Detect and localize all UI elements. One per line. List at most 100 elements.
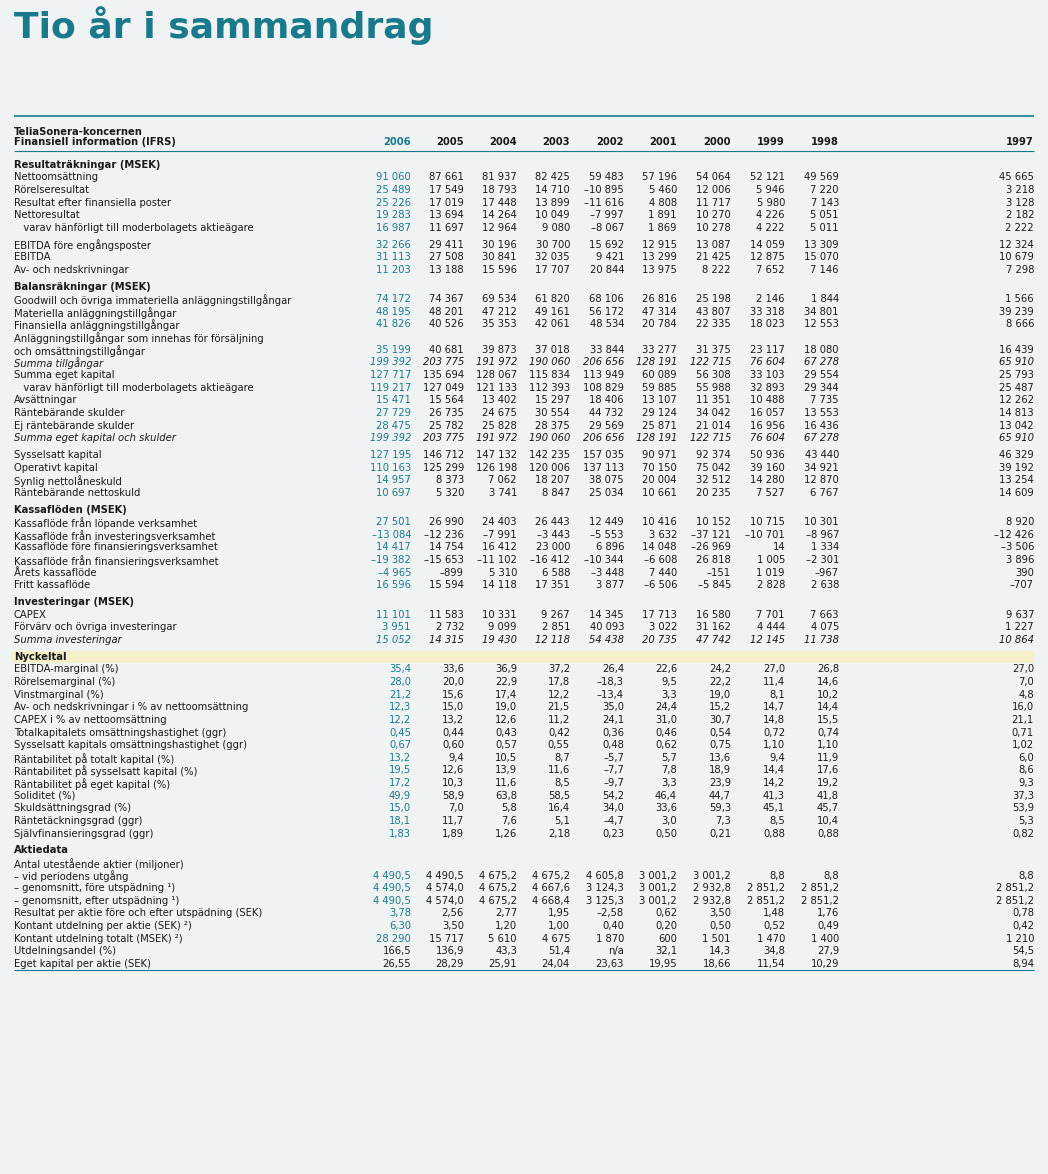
Text: 15 297: 15 297: [534, 396, 570, 405]
Text: –13,4: –13,4: [597, 689, 624, 700]
Text: 37 018: 37 018: [536, 345, 570, 355]
Text: 1,83: 1,83: [389, 829, 411, 838]
Text: 15,5: 15,5: [816, 715, 839, 724]
Text: 191 972: 191 972: [476, 357, 517, 367]
Text: 14 345: 14 345: [589, 609, 624, 620]
Text: 8,8: 8,8: [824, 871, 839, 880]
Text: 600: 600: [658, 933, 677, 944]
Text: 33 844: 33 844: [590, 345, 624, 355]
Text: 16 987: 16 987: [376, 223, 411, 232]
Text: 11,7: 11,7: [442, 816, 464, 826]
Text: 110 163: 110 163: [370, 463, 411, 472]
Text: 17 713: 17 713: [642, 609, 677, 620]
Text: 82 425: 82 425: [536, 173, 570, 182]
Text: 52 121: 52 121: [750, 173, 785, 182]
Text: 2 851,2: 2 851,2: [747, 896, 785, 906]
Text: 8,1: 8,1: [769, 689, 785, 700]
Text: 190 060: 190 060: [528, 357, 570, 367]
Text: 0,88: 0,88: [817, 829, 839, 838]
Text: 7,0: 7,0: [449, 803, 464, 814]
Text: Goodwill och övriga immateriella anläggningstillgångar: Goodwill och övriga immateriella anläggn…: [14, 295, 291, 306]
Text: Resultaträkningar (MSEK): Resultaträkningar (MSEK): [14, 160, 160, 170]
Text: CAPEX i % av nettoomsättning: CAPEX i % av nettoomsättning: [14, 715, 167, 724]
Text: 10 679: 10 679: [999, 252, 1034, 262]
Text: 20 784: 20 784: [642, 319, 677, 330]
Text: 1 501: 1 501: [702, 933, 732, 944]
Text: 10 488: 10 488: [750, 396, 785, 405]
Text: 17 707: 17 707: [536, 265, 570, 275]
Text: 20 844: 20 844: [589, 265, 624, 275]
Text: 4 490,5: 4 490,5: [427, 871, 464, 880]
Text: 50 936: 50 936: [750, 450, 785, 460]
Text: 13 087: 13 087: [696, 239, 732, 250]
Text: 76 604: 76 604: [750, 357, 785, 367]
Text: 26 990: 26 990: [429, 518, 464, 527]
Text: – genomsnitt, före utspädning ¹): – genomsnitt, före utspädning ¹): [14, 883, 175, 893]
Text: 92 374: 92 374: [696, 450, 732, 460]
Text: 32,1: 32,1: [655, 946, 677, 957]
Text: 30 841: 30 841: [482, 252, 517, 262]
Text: Finansiell information (IFRS): Finansiell information (IFRS): [14, 137, 176, 148]
Text: –8 067: –8 067: [591, 223, 624, 232]
Text: 65 910: 65 910: [999, 357, 1034, 367]
Text: Summa tillgångar: Summa tillgångar: [14, 357, 103, 370]
Text: 18 207: 18 207: [536, 475, 570, 485]
Text: 8,6: 8,6: [1019, 765, 1034, 775]
Text: 7 062: 7 062: [488, 475, 517, 485]
Text: 13,9: 13,9: [495, 765, 517, 775]
Text: 1,00: 1,00: [548, 922, 570, 931]
Text: Självfinansieringsgrad (ggr): Självfinansieringsgrad (ggr): [14, 829, 153, 838]
Text: 206 656: 206 656: [583, 433, 624, 443]
Text: – vid periodens utgång: – vid periodens utgång: [14, 871, 129, 883]
Text: 1 844: 1 844: [811, 295, 839, 304]
Text: 142 235: 142 235: [529, 450, 570, 460]
Text: 125 299: 125 299: [422, 463, 464, 472]
Text: 33,6: 33,6: [442, 664, 464, 674]
Text: 16,0: 16,0: [1012, 702, 1034, 713]
Text: 34,0: 34,0: [603, 803, 624, 814]
Text: 3,78: 3,78: [389, 909, 411, 918]
Text: –967: –967: [815, 568, 839, 578]
Text: 49,9: 49,9: [389, 790, 411, 801]
Text: 2003: 2003: [543, 137, 570, 148]
Text: 28 375: 28 375: [536, 420, 570, 431]
Text: 1 334: 1 334: [811, 542, 839, 553]
Text: 41 826: 41 826: [376, 319, 411, 330]
Text: 7 298: 7 298: [1005, 265, 1034, 275]
Text: 2,18: 2,18: [548, 829, 570, 838]
Text: 25 828: 25 828: [482, 420, 517, 431]
Text: 25 782: 25 782: [429, 420, 464, 431]
Text: 47 742: 47 742: [696, 635, 732, 645]
Text: 44,7: 44,7: [709, 790, 732, 801]
Text: 12 875: 12 875: [750, 252, 785, 262]
Text: 12 262: 12 262: [999, 396, 1034, 405]
Text: 40 681: 40 681: [430, 345, 464, 355]
Text: –19 382: –19 382: [371, 555, 411, 565]
Text: 12 324: 12 324: [999, 239, 1034, 250]
Text: 122 715: 122 715: [690, 357, 732, 367]
Text: 3,3: 3,3: [661, 778, 677, 788]
Text: Kassaflöde från finansieringsverksamhet: Kassaflöde från finansieringsverksamhet: [14, 555, 218, 567]
Text: 6 896: 6 896: [595, 542, 624, 553]
Text: 15,0: 15,0: [389, 803, 411, 814]
Text: 26 735: 26 735: [429, 407, 464, 418]
Text: 10 331: 10 331: [482, 609, 517, 620]
Text: 1 019: 1 019: [757, 568, 785, 578]
Text: 2 851: 2 851: [542, 622, 570, 633]
Text: 58,9: 58,9: [442, 790, 464, 801]
Text: –4 965: –4 965: [377, 568, 411, 578]
Text: 4 675,2: 4 675,2: [479, 896, 517, 906]
Text: 32 266: 32 266: [376, 239, 411, 250]
Text: 2 932,8: 2 932,8: [693, 883, 732, 893]
Text: EBITDA: EBITDA: [14, 252, 50, 262]
Text: 10 270: 10 270: [696, 210, 732, 221]
Text: 30 700: 30 700: [536, 239, 570, 250]
Text: 4 490,5: 4 490,5: [373, 883, 411, 893]
Text: Utdelningsandel (%): Utdelningsandel (%): [14, 946, 116, 957]
Text: –5 845: –5 845: [698, 580, 732, 591]
Text: 20 735: 20 735: [642, 635, 677, 645]
Text: 23 117: 23 117: [750, 345, 785, 355]
Text: 7 143: 7 143: [810, 197, 839, 208]
Text: 0,23: 0,23: [602, 829, 624, 838]
Text: 14 957: 14 957: [376, 475, 411, 485]
